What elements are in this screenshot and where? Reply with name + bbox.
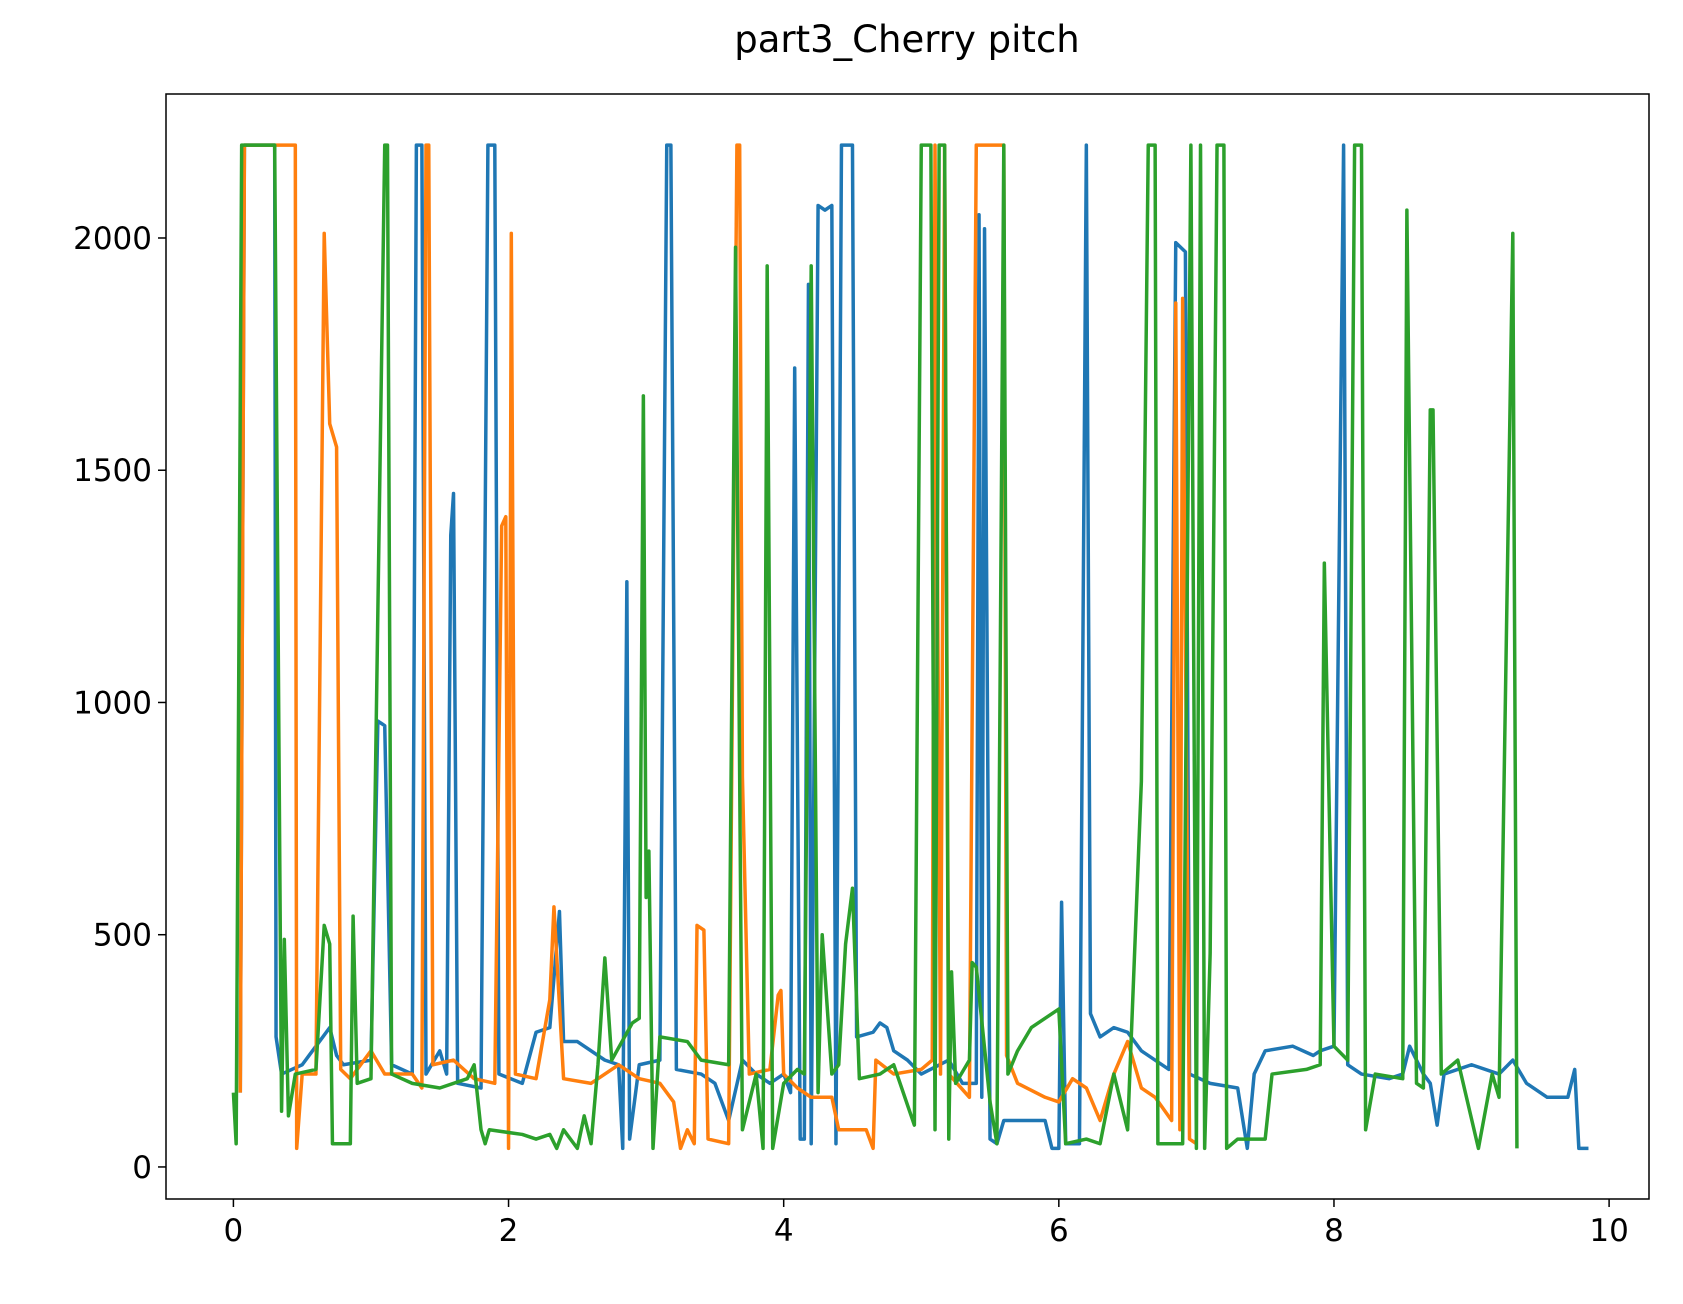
x-tick-label: 4	[774, 1213, 794, 1249]
x-tick-label: 8	[1324, 1213, 1344, 1249]
y-tick-label: 1500	[73, 453, 152, 489]
line-series	[231, 143, 1519, 1151]
y-tick-label: 1000	[73, 685, 152, 721]
plot-area	[231, 143, 1589, 1151]
axes-frame	[165, 93, 1650, 1200]
chart-title: part3_Cherry pitch	[734, 18, 1079, 61]
y-tick-label: 2000	[73, 221, 152, 257]
line-series	[238, 143, 1589, 1151]
x-tick-label: 10	[1589, 1213, 1628, 1249]
y-tick-label: 0	[132, 1150, 152, 1186]
x-tick-label: 0	[224, 1213, 244, 1249]
x-tick-label: 6	[1049, 1213, 1069, 1249]
x-tick-label: 2	[499, 1213, 519, 1249]
y-tick-label: 500	[93, 918, 152, 954]
